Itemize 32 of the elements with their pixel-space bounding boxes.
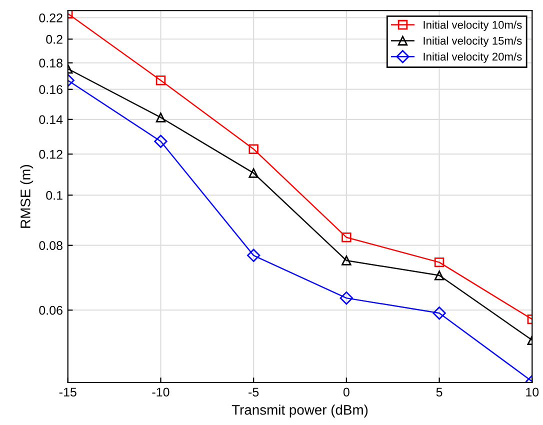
x-tick-label: -5 xyxy=(248,388,259,397)
point xyxy=(246,248,260,262)
y-tick-label: 0.06 xyxy=(39,306,62,315)
x-tick-label: -10 xyxy=(152,388,170,397)
y-tick-label: 0.22 xyxy=(39,13,62,22)
point xyxy=(156,112,166,122)
point xyxy=(432,306,446,320)
point xyxy=(248,168,258,178)
y-tick-label: 0.16 xyxy=(39,85,62,94)
y-axis-title: RMSE (m) xyxy=(20,165,34,228)
point xyxy=(342,256,352,266)
x-tick-label: 0 xyxy=(343,388,350,397)
y-tick-label: 0.14 xyxy=(39,115,63,124)
legend-label: Initial velocity 20m/s xyxy=(424,52,522,63)
x-axis-title: Transmit power (dBm) xyxy=(232,404,368,418)
point xyxy=(342,232,352,242)
legend-label: Initial velocity 15m/s xyxy=(424,36,522,47)
point xyxy=(434,270,444,280)
x-tick-label: 10 xyxy=(526,388,539,397)
point xyxy=(248,144,258,154)
point xyxy=(154,134,168,148)
legend-label: Initial velocity 10m/s xyxy=(424,20,522,31)
point xyxy=(340,291,354,305)
y-tick-label: 0.08 xyxy=(39,241,62,250)
y-tick-label: 0.18 xyxy=(39,58,62,68)
y-tick-label: 0.2 xyxy=(46,34,62,44)
point xyxy=(434,257,444,268)
x-tick-label: -15 xyxy=(59,388,76,397)
x-tick-label: 5 xyxy=(436,388,442,397)
y-tick-label: 0.1 xyxy=(46,190,62,200)
y-tick-label: 0.12 xyxy=(39,150,62,159)
point xyxy=(156,76,166,86)
